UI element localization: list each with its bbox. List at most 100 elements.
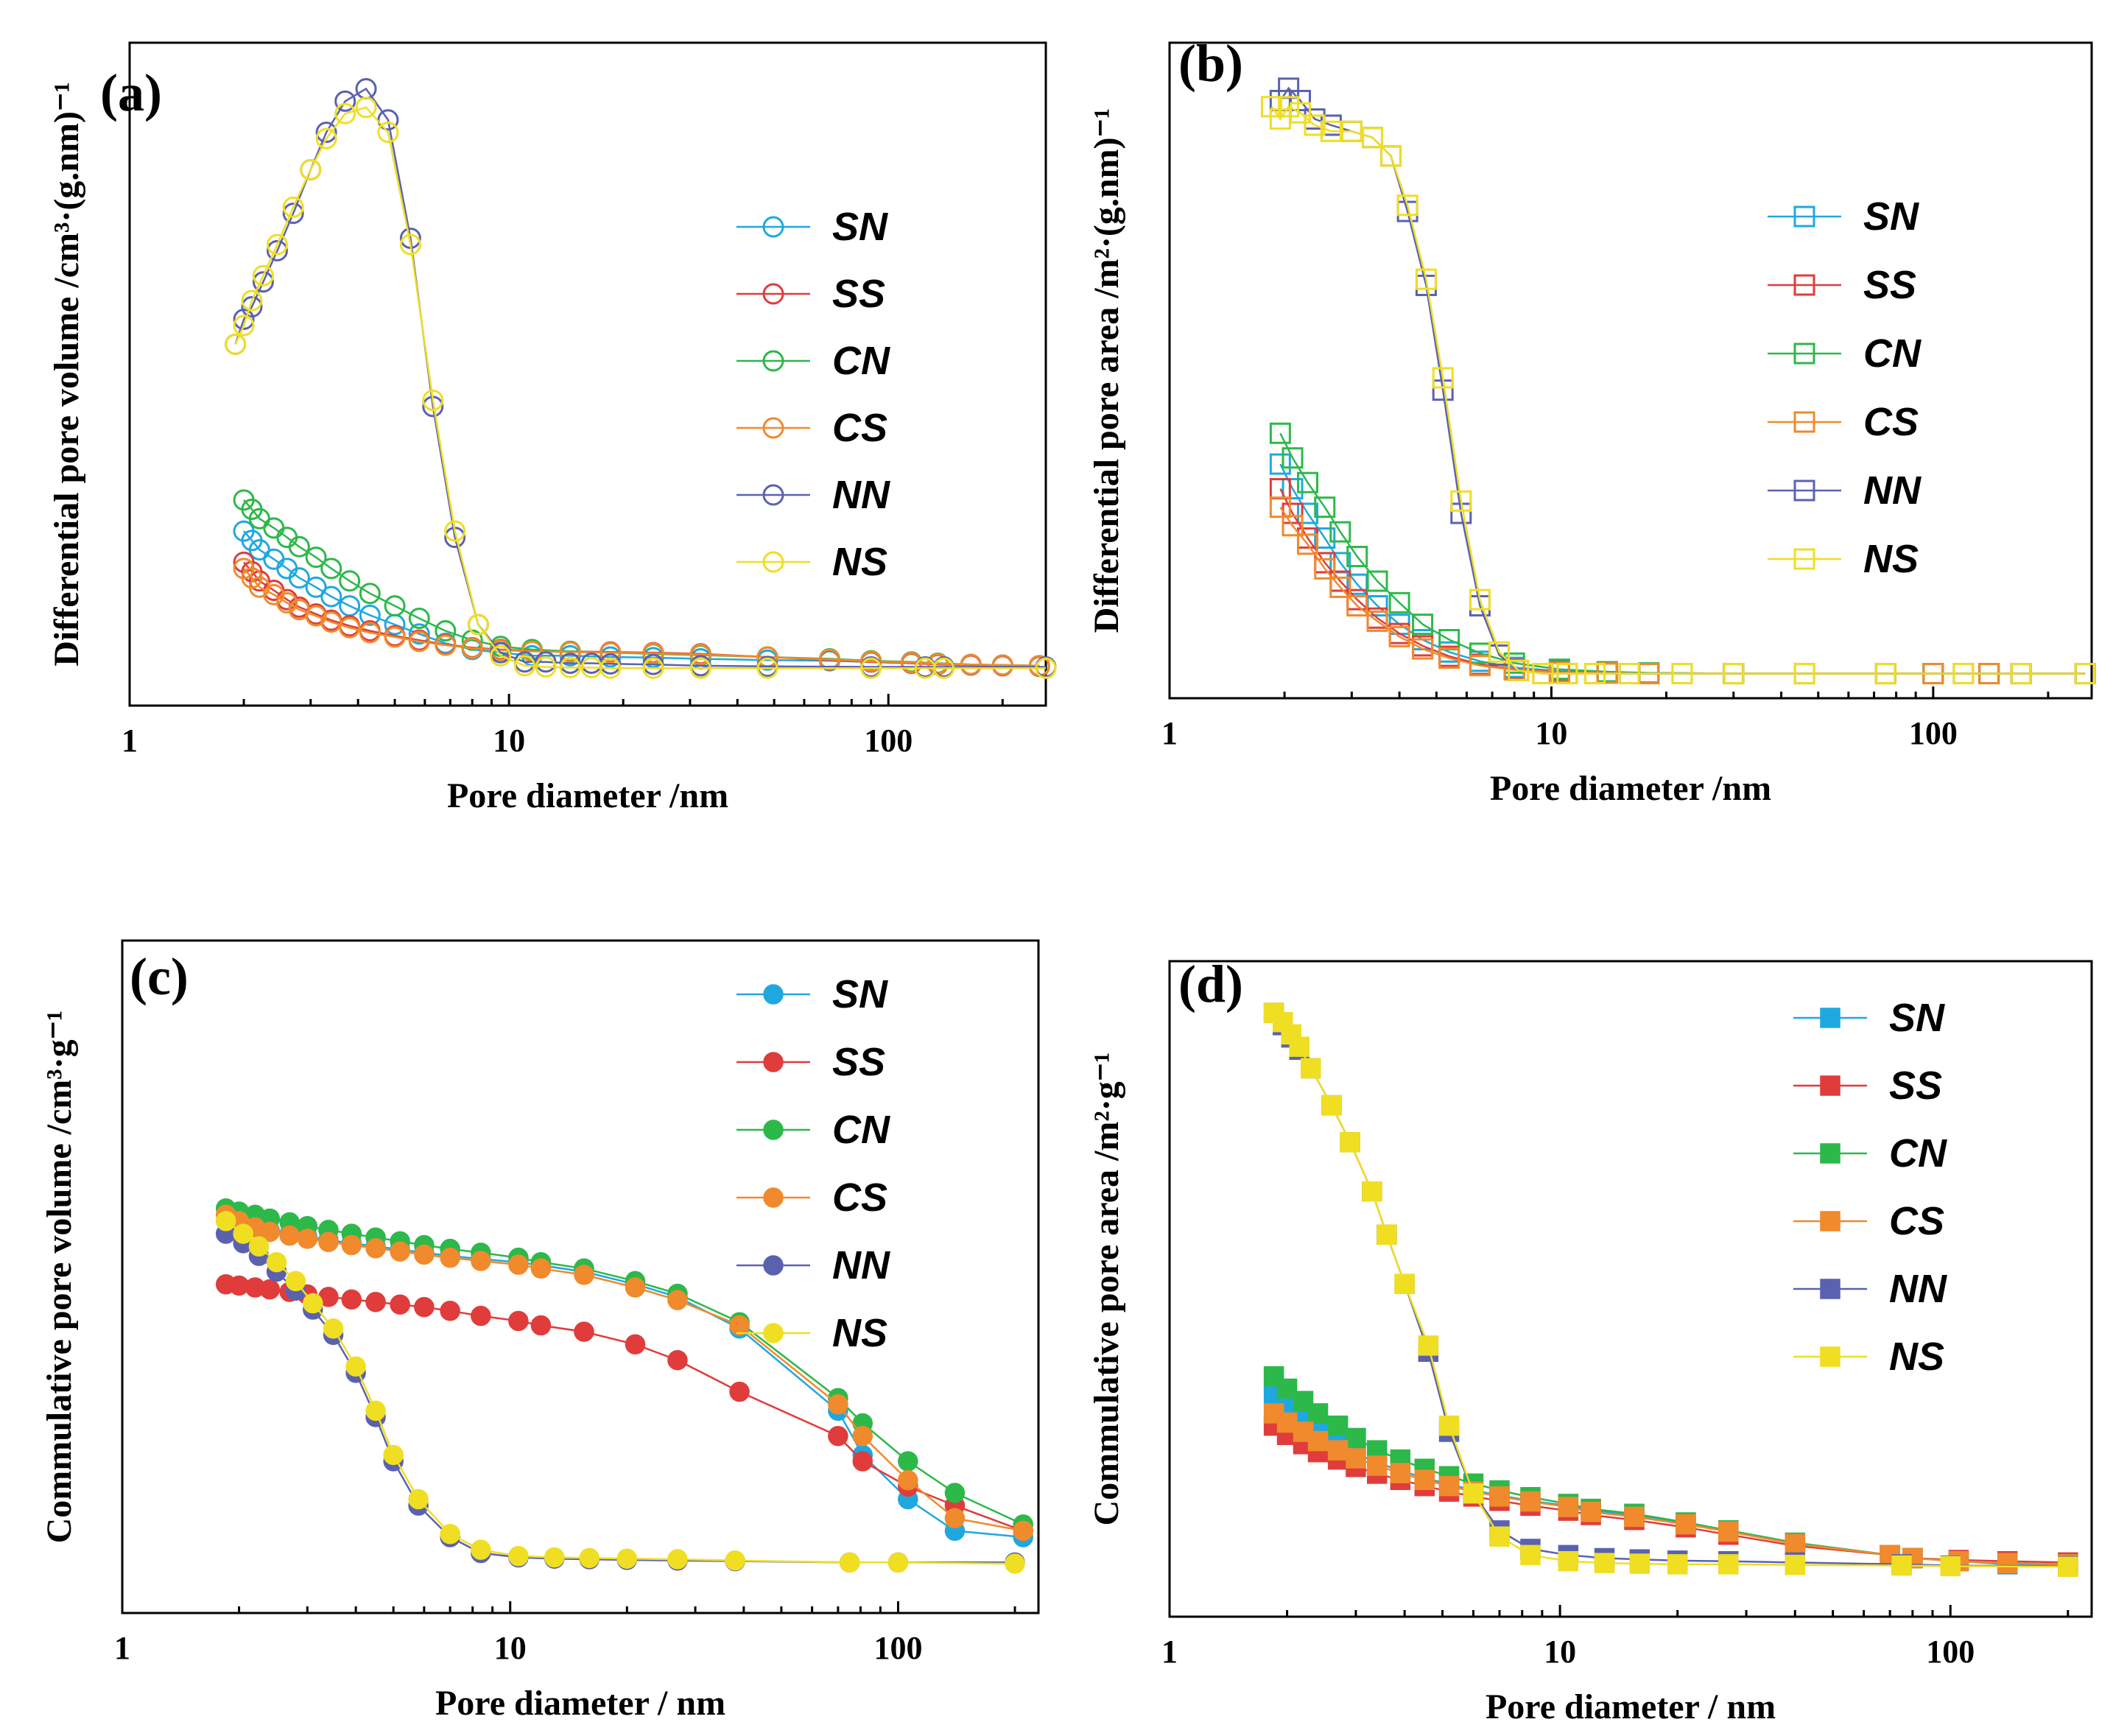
data-point (2074, 663, 2096, 685)
legend-marker (762, 350, 784, 372)
data-point (1269, 422, 1291, 444)
data-point (279, 1225, 300, 1246)
legend-marker (763, 1187, 784, 1208)
data-point (508, 1310, 529, 1332)
legend-label: NN (1863, 468, 1922, 513)
data-point (440, 1523, 460, 1545)
series-cs (233, 558, 1050, 677)
data-point (1297, 471, 1319, 493)
data-point (1940, 1556, 1961, 1577)
series-ns (225, 96, 1057, 679)
series-ns (1263, 1002, 2078, 1577)
legend-label: NS (832, 1311, 887, 1355)
x-tick-label: 10 (1544, 1634, 1576, 1670)
data-point (1327, 1415, 1349, 1436)
data-point (756, 657, 778, 679)
data-point (1723, 663, 1745, 685)
data-point (559, 656, 581, 678)
legend-marker (762, 484, 784, 506)
series-ns (1261, 96, 2096, 685)
data-point (901, 652, 923, 674)
data-point (365, 1238, 386, 1259)
x-axis-label: Pore diameter /nm (1490, 769, 1771, 808)
data-point (1667, 1554, 1688, 1575)
legend: SN SS CN CS NN NS (736, 205, 890, 584)
data-point (1346, 1427, 1366, 1449)
data-point (1301, 1058, 1321, 1079)
data-point (259, 1279, 281, 1300)
legend-marker (1820, 1075, 1840, 1096)
data-point (1874, 663, 1896, 685)
data-point (1304, 114, 1326, 136)
legend-entry-sn: SN (736, 205, 888, 249)
legend-marker (763, 984, 784, 1005)
data-point (323, 1318, 344, 1339)
series-line (1279, 86, 2086, 675)
data-point (579, 1547, 600, 1569)
data-point (1269, 478, 1291, 500)
data-point (1269, 496, 1291, 519)
x-tick-label: 1 (114, 1630, 130, 1666)
legend-label: SS (832, 272, 885, 316)
data-point (944, 1483, 966, 1503)
panel-label: (b) (1178, 34, 1243, 93)
data-point (1793, 663, 1815, 685)
data-point (1785, 1533, 1806, 1555)
legend-entry-cs: CS (1768, 400, 1919, 444)
legend-marker (762, 216, 784, 238)
panel-c: 1 10 100 Pore diameter / nm Commulative pore… (40, 939, 1040, 1723)
data-point (355, 96, 377, 119)
data-point (1035, 657, 1057, 679)
legend-entry-nn: NN (736, 1243, 890, 1287)
data-point (689, 644, 711, 666)
data-point (1289, 1036, 1309, 1057)
legend-entry-ss: SS (1768, 263, 1916, 307)
legend-entry-ns: NS (1768, 537, 1919, 581)
data-point (1307, 1430, 1329, 1452)
data-point (1438, 647, 1460, 670)
data-point (435, 619, 457, 642)
panel-label: (d) (1178, 955, 1243, 1013)
data-point (1558, 1497, 1579, 1517)
data-point (303, 1293, 323, 1314)
series-line (1270, 105, 2086, 675)
legend-entry-ss: SS (736, 272, 885, 316)
series-nn (215, 1223, 1025, 1573)
data-point (1327, 1440, 1349, 1461)
data-point (339, 570, 361, 592)
data-point (1520, 1491, 1541, 1512)
data-point (508, 1546, 529, 1567)
data-point (1290, 89, 1312, 111)
legend-marker (1793, 548, 1815, 570)
data-point (383, 1444, 404, 1466)
legend-marker (762, 551, 784, 573)
data-point (960, 653, 982, 675)
data-point (422, 389, 444, 411)
data-point (1532, 663, 1554, 685)
x-axis-label: Pore diameter / nm (435, 1684, 725, 1723)
data-point (1624, 1506, 1645, 1528)
data-point (315, 122, 337, 144)
data-point (252, 264, 274, 287)
series-line (234, 106, 1046, 670)
series-ns (215, 1211, 1025, 1574)
data-point (860, 657, 882, 679)
data-point (600, 642, 622, 664)
legend-entry-cs: CS (1793, 1199, 1944, 1243)
legend-marker (1820, 1279, 1840, 1299)
data-point (1329, 521, 1351, 543)
data-point (1463, 1483, 1484, 1504)
series-cn (1269, 422, 2096, 685)
data-point (887, 1552, 909, 1573)
data-point (305, 576, 327, 598)
data-point (285, 1271, 306, 1292)
data-point (1469, 588, 1491, 611)
data-point (467, 614, 489, 636)
legend-entry-ss: SS (736, 1040, 885, 1084)
legend-label: NN (832, 473, 890, 517)
data-point (1297, 533, 1319, 555)
data-point (1329, 576, 1351, 598)
series-line (243, 568, 1040, 667)
data-point (828, 1425, 848, 1447)
x-tick-label: 1 (1161, 1634, 1178, 1670)
